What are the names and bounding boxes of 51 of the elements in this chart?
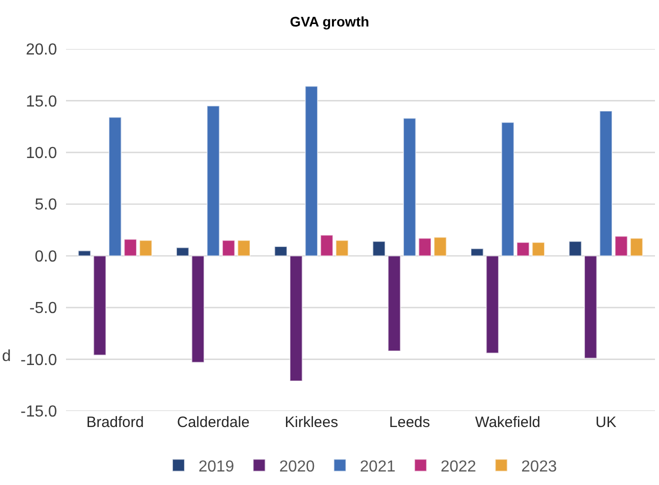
bar [108, 116, 122, 256]
x-tick-label: Leeds [389, 414, 430, 431]
bar [139, 240, 152, 256]
bar [486, 255, 500, 354]
x-tick-label: Kirklees [284, 414, 338, 431]
bar [289, 255, 303, 382]
bar [516, 242, 530, 256]
bar [584, 255, 598, 359]
bar [599, 110, 613, 256]
bar [78, 250, 92, 256]
legend-label: 2022 [440, 458, 476, 476]
bar [532, 242, 545, 256]
y-tick-label: 15.0 [26, 93, 58, 110]
x-tick-label: UK [596, 414, 616, 431]
bar [402, 118, 416, 256]
y-tick-label: 0.0 [34, 248, 58, 266]
bar [418, 238, 432, 256]
bar [614, 236, 628, 256]
x-tick-label: Calderdale [176, 414, 250, 431]
bar [335, 240, 349, 256]
y-tick-label: 10.0 [26, 145, 58, 162]
bar [304, 86, 318, 256]
bar [191, 255, 205, 363]
y-tick-label: -15.0 [20, 404, 58, 421]
legend-label: 2019 [198, 458, 234, 476]
bar [320, 234, 334, 256]
bar [274, 246, 288, 256]
bar [388, 255, 401, 352]
bar [176, 247, 190, 256]
bar [372, 240, 386, 256]
bar [206, 105, 220, 256]
x-tick-label: Bradford [86, 414, 144, 431]
y-tick-label: 20.0 [26, 42, 58, 59]
chart-title: GVA growth [290, 14, 370, 30]
y-tick-label: -10.0 [20, 352, 58, 369]
legend-label: 2020 [279, 458, 315, 476]
y-tick-label: -5.0 [29, 300, 58, 318]
text: d [2, 348, 11, 365]
bar [222, 240, 236, 256]
bar [93, 255, 106, 356]
bar [501, 122, 514, 256]
x-tick-label: Wakefield [475, 414, 540, 431]
bar [630, 238, 644, 256]
legend-label: 2021 [360, 458, 396, 476]
bar [470, 248, 484, 256]
y-tick-label: 5.0 [34, 196, 58, 214]
bar [237, 240, 250, 256]
bar [568, 240, 582, 256]
bar [124, 238, 138, 256]
legend-label: 2023 [521, 458, 557, 476]
bar [434, 236, 447, 256]
